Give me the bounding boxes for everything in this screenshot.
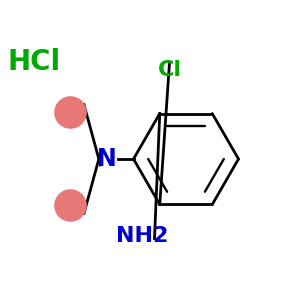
Text: N: N [97, 147, 116, 171]
Circle shape [55, 190, 86, 221]
Text: HCl: HCl [8, 47, 61, 76]
Circle shape [55, 97, 86, 128]
Text: NH2: NH2 [116, 226, 169, 245]
Text: Cl: Cl [158, 61, 182, 80]
